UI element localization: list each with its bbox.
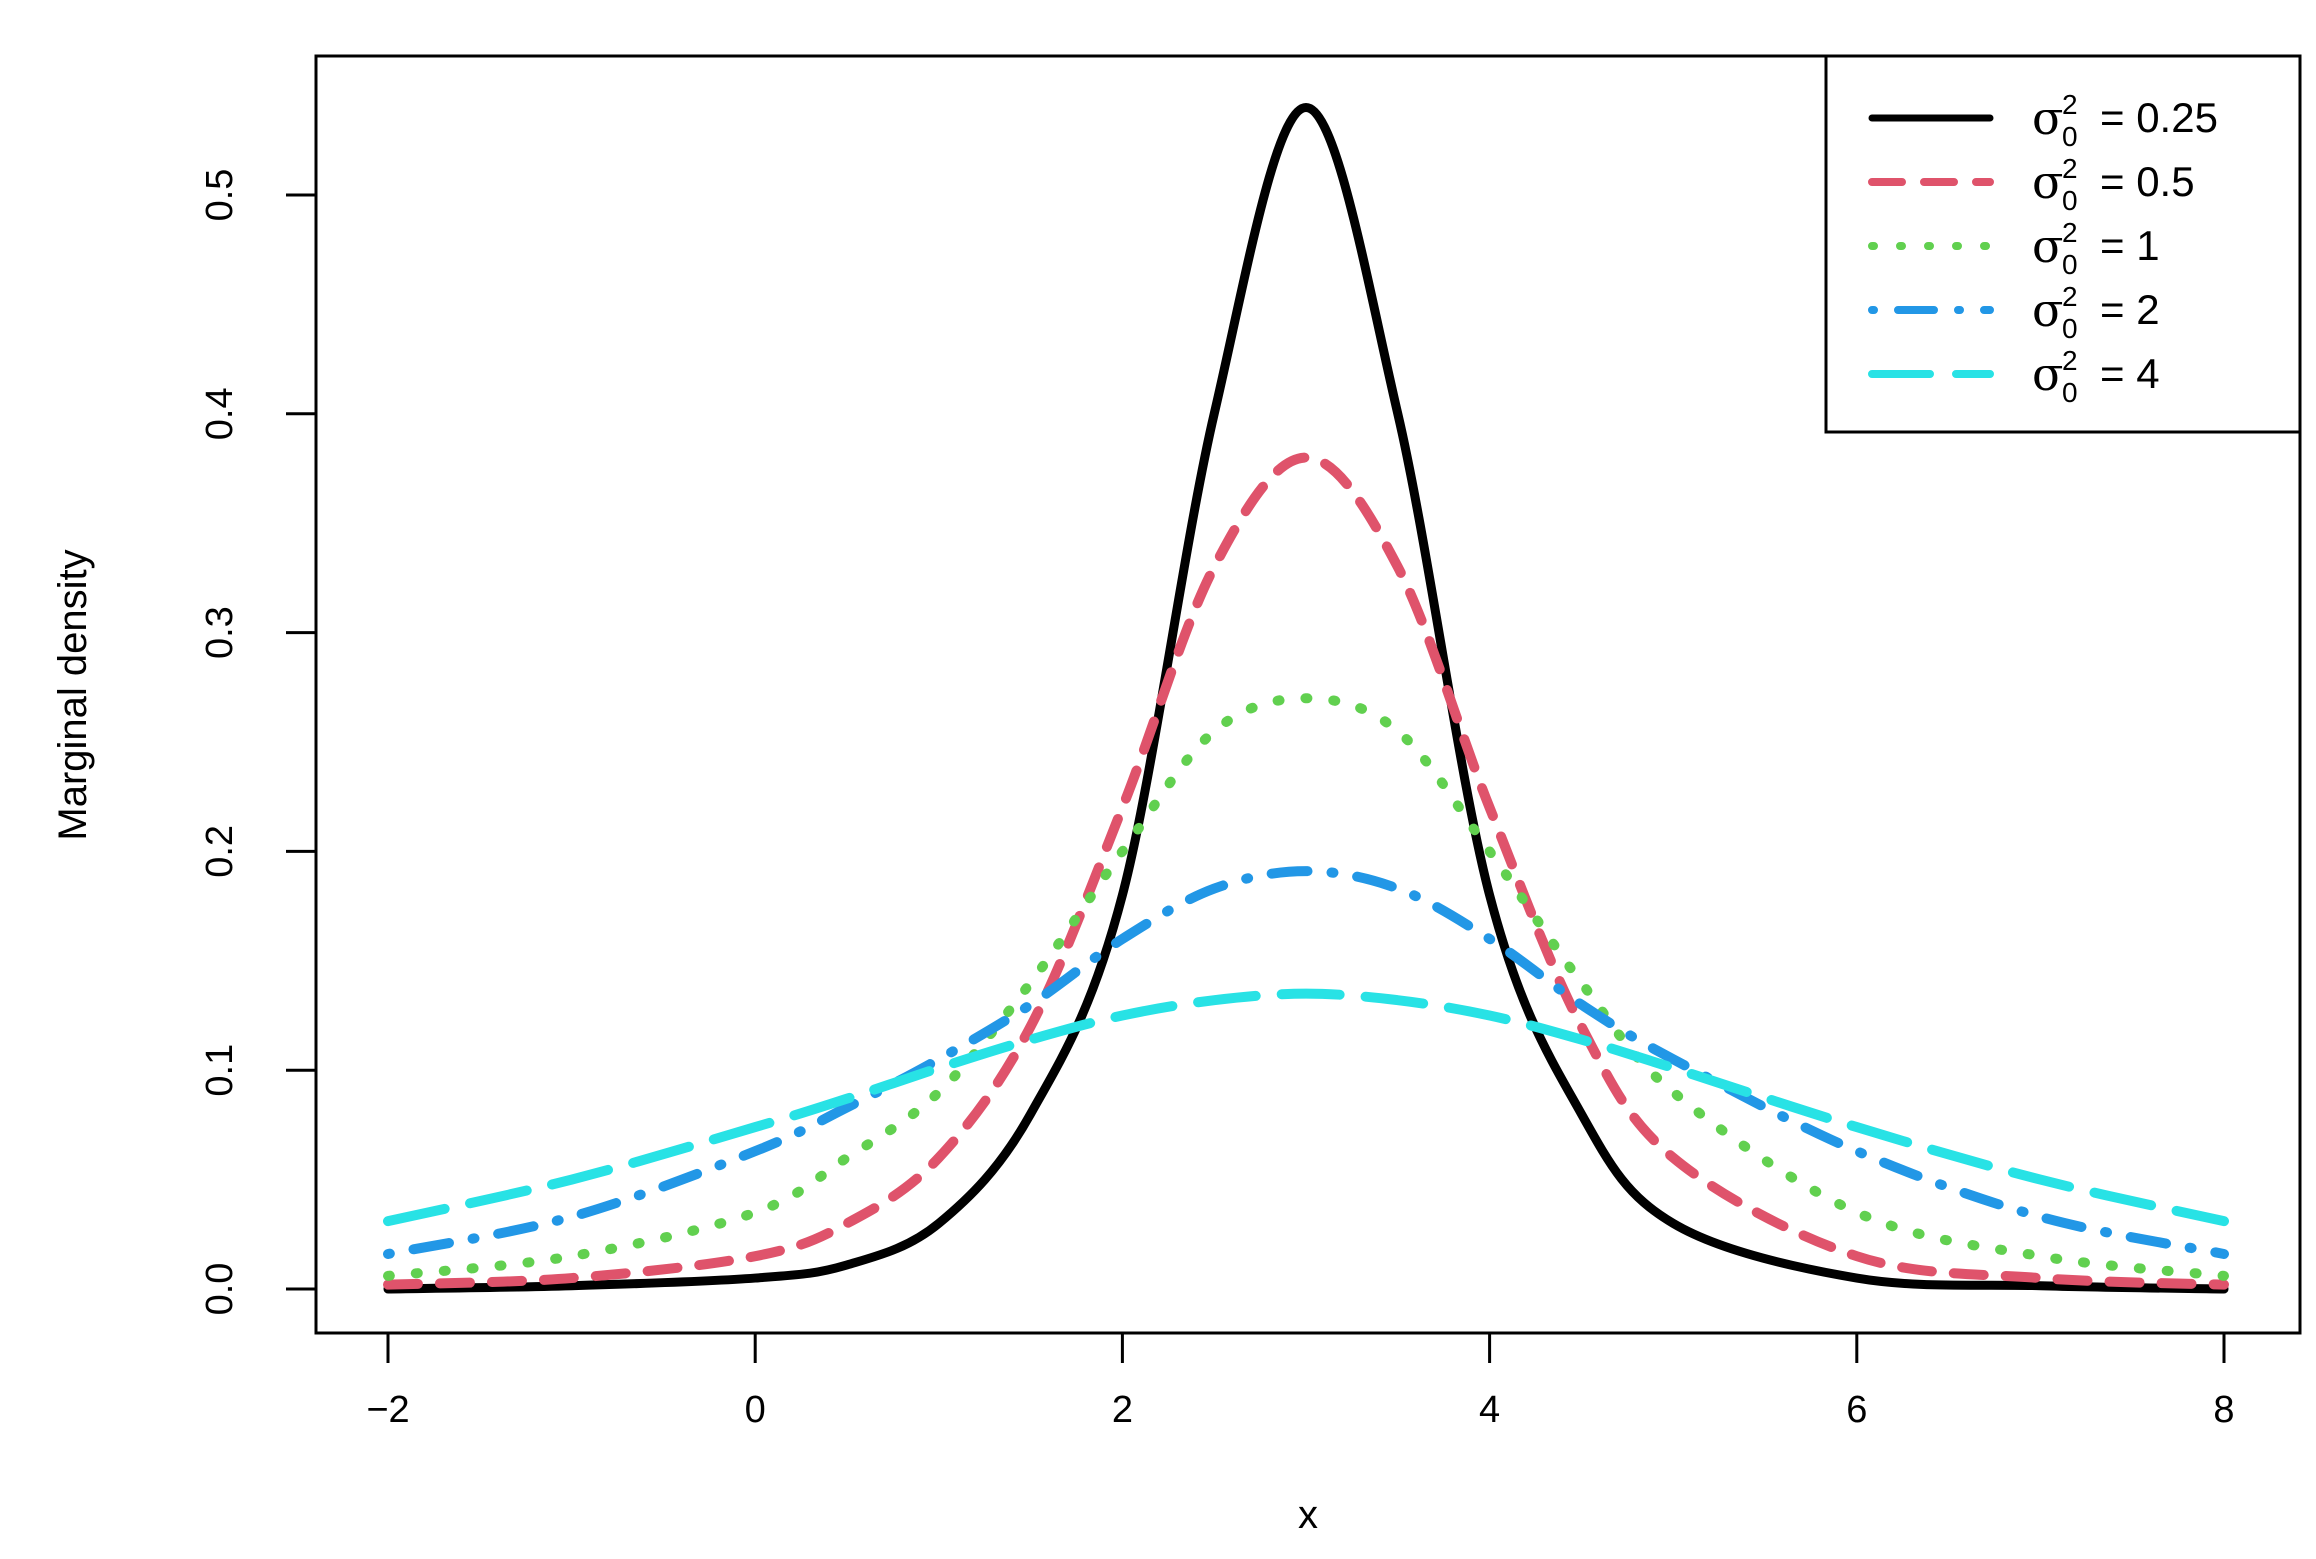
y-axis-title: Marginal density	[51, 549, 95, 840]
legend-item: σ20 = 4	[1868, 345, 2160, 408]
x-axis-title: x	[1298, 1493, 1318, 1537]
series-line-2	[383, 452, 2229, 1290]
legend-sigma: σ	[2032, 91, 2063, 145]
legend-label: = 0.5	[2100, 158, 2195, 205]
y-tick-label: 0.3	[199, 606, 241, 659]
legend-item: σ20 = 1	[1868, 217, 2160, 280]
series-line-4	[383, 866, 2229, 1259]
legend-subscript: 0	[2062, 377, 2078, 408]
legend-superscript: 2	[2062, 153, 2078, 184]
y-tick-label: 0.0	[199, 1263, 241, 1316]
x-tick-label: 4	[1479, 1389, 1500, 1431]
legend-sigma: σ	[2032, 219, 2063, 273]
x-tick-label: 0	[745, 1389, 766, 1431]
legend-subscript: 0	[2062, 185, 2078, 216]
legend-subscript: 0	[2062, 313, 2078, 344]
series-line-1	[383, 102, 2229, 1294]
x-tick-label: 6	[1846, 1389, 1867, 1431]
y-tick-label: 0.1	[199, 1044, 241, 1097]
legend-superscript: 2	[2062, 345, 2078, 376]
legend-label: = 2	[2100, 286, 2160, 333]
legend-sigma: σ	[2032, 347, 2063, 401]
y-tick-label: 0.2	[199, 825, 241, 878]
legend-superscript: 2	[2062, 281, 2078, 312]
legend-item: σ20 = 2	[1868, 281, 2160, 344]
y-tick-label: 0.4	[199, 387, 241, 440]
x-axis: −2 0 2 4 6 8	[366, 1331, 2235, 1431]
y-axis: 0.0 0.1 0.2 0.3 0.4 0.5	[199, 169, 318, 1316]
x-tick-label: −2	[366, 1389, 409, 1431]
legend-subscript: 0	[2062, 121, 2078, 152]
legend-sigma: σ	[2032, 283, 2063, 337]
legend-superscript: 2	[2062, 89, 2078, 120]
series-layer	[383, 102, 2229, 1294]
y-tick-label: 0.5	[199, 169, 241, 222]
series-line-3	[383, 693, 2229, 1281]
series-line-5	[383, 988, 2229, 1227]
legend-item: σ20 = 0.25	[1868, 89, 2218, 152]
legend-label: = 1	[2100, 222, 2160, 269]
x-tick-label: 8	[2213, 1389, 2234, 1431]
legend-item: σ20 = 0.5	[1868, 153, 2195, 216]
legend-superscript: 2	[2062, 217, 2078, 248]
legend-subscript: 0	[2062, 249, 2078, 280]
legend-label: = 0.25	[2100, 94, 2218, 141]
legend-label: = 4	[2100, 350, 2160, 397]
x-tick-label: 2	[1112, 1389, 1133, 1431]
legend-sigma: σ	[2032, 155, 2063, 209]
